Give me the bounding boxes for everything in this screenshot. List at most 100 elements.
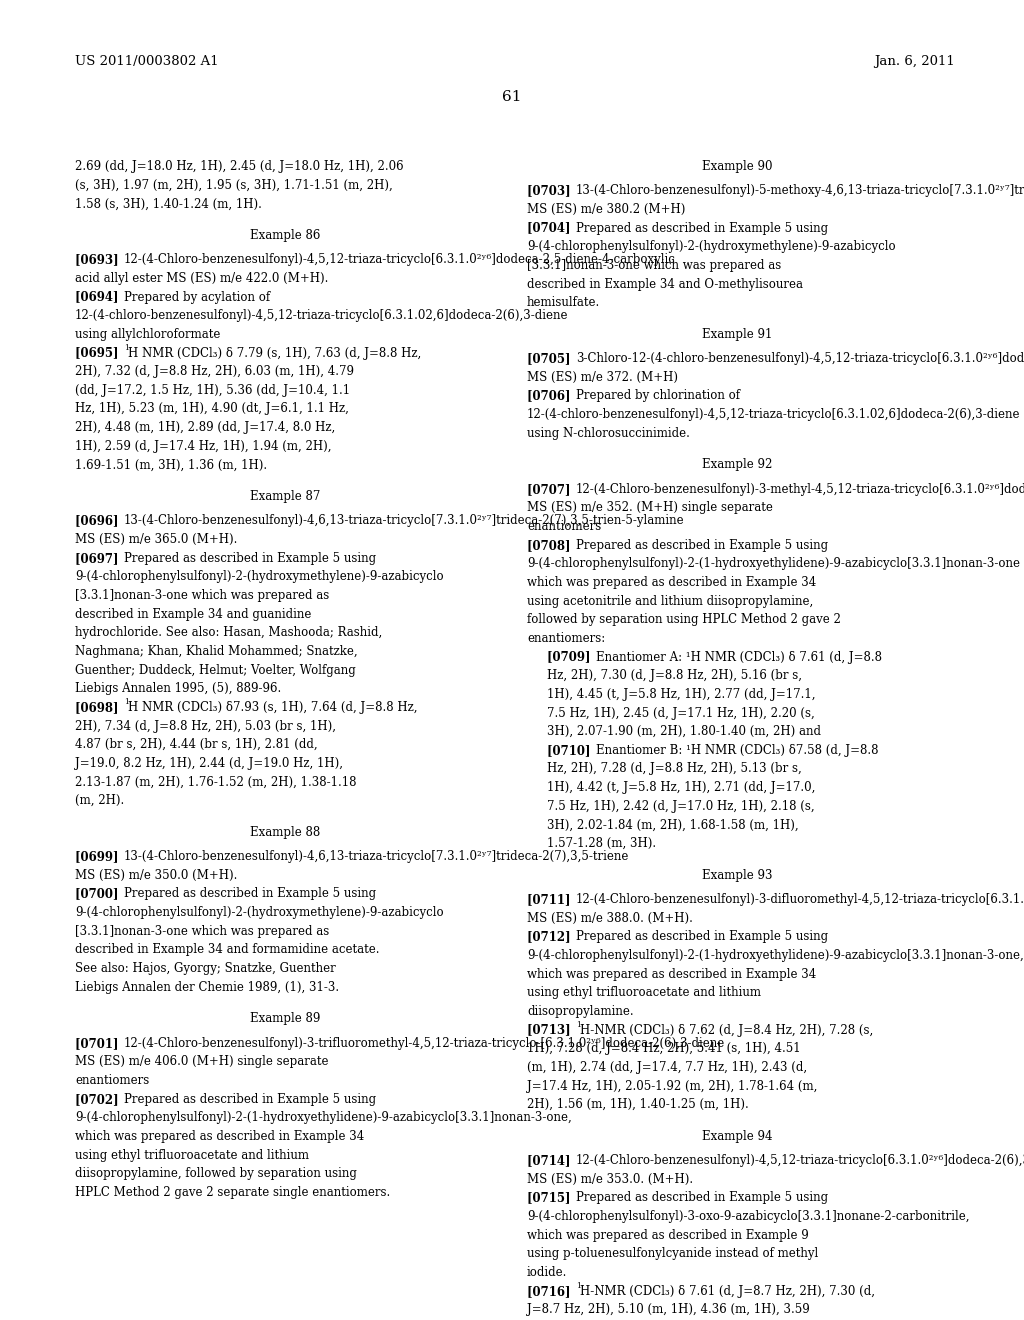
Text: iodide.: iodide.	[527, 1266, 567, 1279]
Text: Prepared as described in Example 5 using: Prepared as described in Example 5 using	[124, 552, 376, 565]
Text: 12-(4-chloro-benzenesulfonyl)-4,5,12-triaza-tricyclo[6.3.1.02,6]dodeca-2(6),3-di: 12-(4-chloro-benzenesulfonyl)-4,5,12-tri…	[527, 408, 1021, 421]
Text: Enantiomer A: ¹H NMR (CDCl₃) δ 7.61 (d, J=8.8: Enantiomer A: ¹H NMR (CDCl₃) δ 7.61 (d, …	[596, 651, 882, 664]
Text: Example 93: Example 93	[701, 869, 772, 882]
Text: (m, 2H).: (m, 2H).	[75, 795, 124, 808]
Text: Guenther; Duddeck, Helmut; Voelter, Wolfgang: Guenther; Duddeck, Helmut; Voelter, Wolf…	[75, 664, 355, 677]
Text: described in Example 34 and O-methylisourea: described in Example 34 and O-methylisou…	[527, 277, 803, 290]
Text: 2H), 1.56 (m, 1H), 1.40-1.25 (m, 1H).: 2H), 1.56 (m, 1H), 1.40-1.25 (m, 1H).	[527, 1098, 749, 1111]
Text: 9-(4-chlorophenylsulfonyl)-2-(hydroxymethylene)-9-azabicyclo: 9-(4-chlorophenylsulfonyl)-2-(hydroxymet…	[75, 570, 443, 583]
Text: enantiomers: enantiomers	[75, 1074, 150, 1086]
Text: 12-(4-Chloro-benzenesulfonyl)-4,5,12-triaza-tricyclo[6.3.1.0²ʸ⁶]dodeca-2(6),3-di: 12-(4-Chloro-benzenesulfonyl)-4,5,12-tri…	[577, 1154, 1024, 1167]
Text: 1H), 7.28 (d, J=8.4 Hz, 2H), 5.41 (s, 1H), 4.51: 1H), 7.28 (d, J=8.4 Hz, 2H), 5.41 (s, 1H…	[527, 1043, 801, 1055]
Text: H NMR (CDCl₃) δ7.93 (s, 1H), 7.64 (d, J=8.8 Hz,: H NMR (CDCl₃) δ7.93 (s, 1H), 7.64 (d, J=…	[128, 701, 418, 714]
Text: using ethyl trifluoroacetate and lithium: using ethyl trifluoroacetate and lithium	[75, 1148, 309, 1162]
Text: [0693]: [0693]	[75, 253, 127, 267]
Text: Naghmana; Khan, Khalid Mohammed; Snatzke,: Naghmana; Khan, Khalid Mohammed; Snatzke…	[75, 645, 357, 657]
Text: 12-(4-Chloro-benzenesulfonyl)-3-difluoromethyl-4,5,12-triaza-tricyclo[6.3.1.0²ʸ⁶: 12-(4-Chloro-benzenesulfonyl)-3-difluoro…	[577, 894, 1024, 906]
Text: Prepared as described in Example 5 using: Prepared as described in Example 5 using	[577, 1192, 828, 1204]
Text: [0715]: [0715]	[527, 1192, 579, 1204]
Text: 13-(4-Chloro-benzenesulfonyl)-5-methoxy-4,6,13-triaza-tricyclo[7.3.1.0²ʸ⁷]tridec: 13-(4-Chloro-benzenesulfonyl)-5-methoxy-…	[577, 185, 1024, 197]
Text: Enantiomer B: ¹H NMR (CDCl₃) δ7.58 (d, J=8.8: Enantiomer B: ¹H NMR (CDCl₃) δ7.58 (d, J…	[596, 744, 879, 756]
Text: MS (ES) m/e 372. (M+H): MS (ES) m/e 372. (M+H)	[527, 371, 678, 384]
Text: Prepared as described in Example 5 using: Prepared as described in Example 5 using	[124, 887, 376, 900]
Text: acid allyl ester MS (ES) m/e 422.0 (M+H).: acid allyl ester MS (ES) m/e 422.0 (M+H)…	[75, 272, 329, 285]
Text: [0696]: [0696]	[75, 515, 127, 528]
Text: 9-(4-chlorophenylsulfonyl)-2-(1-hydroxyethylidene)-9-azabicyclo[3.3.1]nonan-3-on: 9-(4-chlorophenylsulfonyl)-2-(1-hydroxye…	[75, 1111, 571, 1125]
Text: J=8.7 Hz, 2H), 5.10 (m, 1H), 4.36 (m, 1H), 3.59: J=8.7 Hz, 2H), 5.10 (m, 1H), 4.36 (m, 1H…	[527, 1303, 810, 1316]
Text: US 2011/0003802 A1: US 2011/0003802 A1	[75, 55, 219, 69]
Text: [0697]: [0697]	[75, 552, 127, 565]
Text: Example 91: Example 91	[701, 327, 772, 341]
Text: 1H), 4.42 (t, J=5.8 Hz, 1H), 2.71 (dd, J=17.0,: 1H), 4.42 (t, J=5.8 Hz, 1H), 2.71 (dd, J…	[547, 781, 815, 795]
Text: diisopropylamine, followed by separation using: diisopropylamine, followed by separation…	[75, 1167, 357, 1180]
Text: (dd, J=17.2, 1.5 Hz, 1H), 5.36 (dd, J=10.4, 1.1: (dd, J=17.2, 1.5 Hz, 1H), 5.36 (dd, J=10…	[75, 384, 350, 397]
Text: [0703]: [0703]	[527, 185, 579, 197]
Text: 2.13-1.87 (m, 2H), 1.76-1.52 (m, 2H), 1.38-1.18: 2.13-1.87 (m, 2H), 1.76-1.52 (m, 2H), 1.…	[75, 776, 356, 788]
Text: MS (ES) m/e 365.0 (M+H).: MS (ES) m/e 365.0 (M+H).	[75, 533, 238, 546]
Text: [0708]: [0708]	[527, 539, 579, 552]
Text: which was prepared as described in Example 34: which was prepared as described in Examp…	[75, 1130, 365, 1143]
Text: followed by separation using HPLC Method 2 gave 2: followed by separation using HPLC Method…	[527, 614, 841, 626]
Text: which was prepared as described in Example 34: which was prepared as described in Examp…	[527, 576, 816, 589]
Text: H-NMR (CDCl₃) δ 7.62 (d, J=8.4 Hz, 2H), 7.28 (s,: H-NMR (CDCl₃) δ 7.62 (d, J=8.4 Hz, 2H), …	[581, 1023, 873, 1036]
Text: hydrochloride. See also: Hasan, Mashooda; Rashid,: hydrochloride. See also: Hasan, Mashooda…	[75, 626, 382, 639]
Text: 61: 61	[502, 90, 522, 104]
Text: 2H), 7.32 (d, J=8.8 Hz, 2H), 6.03 (m, 1H), 4.79: 2H), 7.32 (d, J=8.8 Hz, 2H), 6.03 (m, 1H…	[75, 366, 354, 379]
Text: 12-(4-Chloro-benzenesulfonyl)-4,5,12-triaza-tricyclo[6.3.1.0²ʸ⁶]dodeca-2,5-diene: 12-(4-Chloro-benzenesulfonyl)-4,5,12-tri…	[124, 253, 676, 267]
Text: MS (ES) m/e 353.0. (M+H).: MS (ES) m/e 353.0. (M+H).	[527, 1173, 693, 1185]
Text: Prepared as described in Example 5 using: Prepared as described in Example 5 using	[577, 931, 828, 944]
Text: 7.5 Hz, 1H), 2.42 (d, J=17.0 Hz, 1H), 2.18 (s,: 7.5 Hz, 1H), 2.42 (d, J=17.0 Hz, 1H), 2.…	[547, 800, 815, 813]
Text: 9-(4-chlorophenylsulfonyl)-2-(1-hydroxyethylidene)-9-azabicyclo[3.3.1]nonan-3-on: 9-(4-chlorophenylsulfonyl)-2-(1-hydroxye…	[527, 557, 1020, 570]
Text: Hz, 1H), 5.23 (m, 1H), 4.90 (dt, J=6.1, 1.1 Hz,: Hz, 1H), 5.23 (m, 1H), 4.90 (dt, J=6.1, …	[75, 403, 349, 416]
Text: which was prepared as described in Example 9: which was prepared as described in Examp…	[527, 1229, 809, 1242]
Text: hemisulfate.: hemisulfate.	[527, 296, 600, 309]
Text: Prepared as described in Example 5 using: Prepared as described in Example 5 using	[124, 1093, 376, 1106]
Text: Example 94: Example 94	[701, 1130, 772, 1143]
Text: Liebigs Annalen der Chemie 1989, (1), 31-3.: Liebigs Annalen der Chemie 1989, (1), 31…	[75, 981, 339, 994]
Text: [0707]: [0707]	[527, 483, 579, 496]
Text: J=19.0, 8.2 Hz, 1H), 2.44 (d, J=19.0 Hz, 1H),: J=19.0, 8.2 Hz, 1H), 2.44 (d, J=19.0 Hz,…	[75, 756, 343, 770]
Text: MS (ES) m/e 406.0 (M+H) single separate: MS (ES) m/e 406.0 (M+H) single separate	[75, 1055, 329, 1068]
Text: [0698]: [0698]	[75, 701, 127, 714]
Text: Example 88: Example 88	[250, 826, 321, 840]
Text: [0716]: [0716]	[527, 1284, 579, 1298]
Text: [0706]: [0706]	[527, 389, 579, 403]
Text: described in Example 34 and guanidine: described in Example 34 and guanidine	[75, 607, 311, 620]
Text: MS (ES) m/e 388.0. (M+H).: MS (ES) m/e 388.0. (M+H).	[527, 912, 693, 925]
Text: [3.3.1]nonan-3-one which was prepared as: [3.3.1]nonan-3-one which was prepared as	[527, 259, 781, 272]
Text: 9-(4-chlorophenylsulfonyl)-2-(1-hydroxyethylidene)-9-azabicyclo[3.3.1]nonan-3-on: 9-(4-chlorophenylsulfonyl)-2-(1-hydroxye…	[527, 949, 1024, 962]
Text: 1H), 2.59 (d, J=17.4 Hz, 1H), 1.94 (m, 2H),: 1H), 2.59 (d, J=17.4 Hz, 1H), 1.94 (m, 2…	[75, 440, 332, 453]
Text: using ethyl trifluoroacetate and lithium: using ethyl trifluoroacetate and lithium	[527, 986, 761, 999]
Text: [0702]: [0702]	[75, 1093, 127, 1106]
Text: [0711]: [0711]	[527, 894, 579, 906]
Text: 1: 1	[577, 1282, 581, 1290]
Text: using p-toluenesulfonylcyanide instead of methyl: using p-toluenesulfonylcyanide instead o…	[527, 1247, 818, 1261]
Text: which was prepared as described in Example 34: which was prepared as described in Examp…	[527, 968, 816, 981]
Text: Liebigs Annalen 1995, (5), 889-96.: Liebigs Annalen 1995, (5), 889-96.	[75, 682, 282, 696]
Text: 2.69 (dd, J=18.0 Hz, 1H), 2.45 (d, J=18.0 Hz, 1H), 2.06: 2.69 (dd, J=18.0 Hz, 1H), 2.45 (d, J=18.…	[75, 160, 403, 173]
Text: Hz, 2H), 7.28 (d, J=8.8 Hz, 2H), 5.13 (br s,: Hz, 2H), 7.28 (d, J=8.8 Hz, 2H), 5.13 (b…	[547, 763, 802, 775]
Text: 12-(4-chloro-benzenesulfonyl)-4,5,12-triaza-tricyclo[6.3.1.02,6]dodeca-2(6),3-di: 12-(4-chloro-benzenesulfonyl)-4,5,12-tri…	[75, 309, 568, 322]
Text: [0714]: [0714]	[527, 1154, 579, 1167]
Text: [0694]: [0694]	[75, 290, 127, 304]
Text: Prepared by chlorination of: Prepared by chlorination of	[577, 389, 740, 403]
Text: J=17.4 Hz, 1H), 2.05-1.92 (m, 2H), 1.78-1.64 (m,: J=17.4 Hz, 1H), 2.05-1.92 (m, 2H), 1.78-…	[527, 1080, 817, 1093]
Text: (s, 3H), 1.97 (m, 2H), 1.95 (s, 3H), 1.71-1.51 (m, 2H),: (s, 3H), 1.97 (m, 2H), 1.95 (s, 3H), 1.7…	[75, 178, 393, 191]
Text: 1.57-1.28 (m, 3H).: 1.57-1.28 (m, 3H).	[547, 837, 656, 850]
Text: Example 86: Example 86	[250, 228, 321, 242]
Text: H NMR (CDCl₃) δ 7.79 (s, 1H), 7.63 (d, J=8.8 Hz,: H NMR (CDCl₃) δ 7.79 (s, 1H), 7.63 (d, J…	[128, 347, 422, 359]
Text: 4.87 (br s, 2H), 4.44 (br s, 1H), 2.81 (dd,: 4.87 (br s, 2H), 4.44 (br s, 1H), 2.81 (…	[75, 738, 317, 751]
Text: 9-(4-chlorophenylsulfonyl)-2-(hydroxymethylene)-9-azabicyclo: 9-(4-chlorophenylsulfonyl)-2-(hydroxymet…	[527, 240, 896, 253]
Text: Example 87: Example 87	[250, 490, 321, 503]
Text: Example 89: Example 89	[250, 1012, 321, 1026]
Text: 12-(4-Chloro-benzenesulfonyl)-3-trifluoromethyl-4,5,12-triaza-tricyclo-[6.3.1.0²: 12-(4-Chloro-benzenesulfonyl)-3-trifluor…	[124, 1036, 725, 1049]
Text: 1: 1	[124, 343, 129, 351]
Text: [0699]: [0699]	[75, 850, 127, 863]
Text: 3-Chloro-12-(4-chloro-benzenesulfonyl)-4,5,12-triaza-tricyclo[6.3.1.0²ʸ⁶]dodeca-: 3-Chloro-12-(4-chloro-benzenesulfonyl)-4…	[577, 352, 1024, 366]
Text: [0709]: [0709]	[547, 651, 599, 664]
Text: (m, 1H), 2.74 (dd, J=17.4, 7.7 Hz, 1H), 2.43 (d,: (m, 1H), 2.74 (dd, J=17.4, 7.7 Hz, 1H), …	[527, 1061, 807, 1074]
Text: [0710]: [0710]	[547, 744, 599, 756]
Text: [3.3.1]nonan-3-one which was prepared as: [3.3.1]nonan-3-one which was prepared as	[75, 589, 330, 602]
Text: 1.58 (s, 3H), 1.40-1.24 (m, 1H).: 1.58 (s, 3H), 1.40-1.24 (m, 1H).	[75, 197, 262, 210]
Text: [0713]: [0713]	[527, 1023, 579, 1036]
